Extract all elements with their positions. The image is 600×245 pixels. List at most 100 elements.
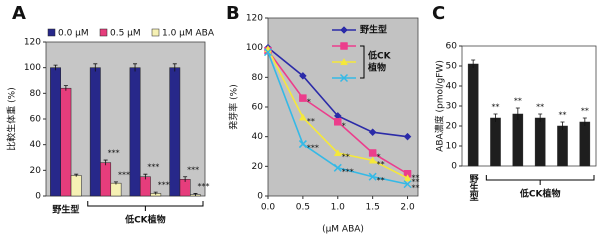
- y-tick-label: 0: [257, 192, 263, 202]
- significance: **: [412, 184, 420, 193]
- legend-bracket: [360, 45, 365, 79]
- marker: [339, 73, 349, 83]
- significance: **: [307, 117, 315, 126]
- legend-group-label: 低CK: [367, 50, 392, 62]
- plot-area: [461, 45, 597, 167]
- significance: ***: [158, 181, 170, 190]
- marker: [368, 156, 377, 164]
- error-bar: [74, 173, 79, 177]
- marker: [340, 26, 348, 34]
- significance: **: [514, 97, 522, 106]
- y-tick-label: 0: [451, 162, 457, 172]
- error-bar: [193, 193, 198, 196]
- marker: [403, 174, 412, 182]
- significance: ***: [342, 167, 354, 176]
- bar: [60, 87, 72, 197]
- bar: [534, 117, 546, 167]
- y-tick-label: 60: [446, 42, 458, 52]
- error-bar: [153, 191, 158, 195]
- legend-swatch: [47, 28, 56, 37]
- significance: ***: [108, 149, 120, 158]
- bar: [467, 63, 479, 167]
- marker: [299, 94, 307, 102]
- x-axis-title: (μM ABA): [322, 225, 364, 235]
- marker: [368, 172, 377, 181]
- x-tick-label: 1.0: [331, 203, 346, 213]
- y-tick-label: 20: [446, 122, 458, 132]
- y-tick-label: 20: [252, 162, 264, 172]
- marker: [298, 140, 307, 149]
- error-bar: [103, 159, 108, 166]
- error-bar: [493, 113, 498, 122]
- bar: [169, 67, 181, 197]
- y-tick-label: 100: [24, 63, 41, 73]
- significance: *: [342, 121, 346, 130]
- significance: *: [377, 152, 381, 161]
- legend-swatch: [99, 28, 108, 37]
- y-tick-label: 50: [446, 62, 458, 72]
- legend-group-label: 植物: [367, 62, 386, 74]
- bar: [139, 176, 151, 197]
- significance: **: [581, 107, 589, 116]
- legend-label: 0.0 μM: [58, 29, 89, 39]
- error-bar: [560, 121, 565, 130]
- marker: [334, 118, 342, 126]
- error-bar: [113, 181, 118, 185]
- bar: [490, 117, 501, 167]
- y-tick-label: 60: [30, 115, 42, 125]
- marker: [403, 132, 412, 141]
- error-bar: [143, 173, 148, 180]
- y-axis-title: 発芽率 (%): [228, 84, 240, 129]
- legend-swatch: [151, 28, 160, 37]
- bar: [512, 113, 524, 167]
- legend-label: 野生型: [360, 24, 387, 36]
- significance: **: [377, 160, 385, 169]
- marker: [403, 180, 412, 189]
- y-tick-label: 120: [246, 14, 263, 24]
- panel-label: B: [226, 3, 240, 24]
- significance: *: [307, 98, 311, 107]
- bar: [89, 67, 101, 197]
- significance: **: [412, 173, 420, 182]
- y-tick-label: 100: [246, 43, 263, 53]
- significance: **: [412, 178, 420, 187]
- significance: **: [342, 152, 350, 161]
- bar: [50, 67, 61, 197]
- y-axis-title: 比較生体重 (%): [6, 87, 18, 150]
- y-tick-label: 60: [252, 103, 264, 113]
- y-tick-label: 40: [252, 132, 264, 142]
- group-label: 低CK植物: [124, 214, 166, 226]
- y-tick-label: 80: [30, 89, 42, 99]
- group-label: 低CK植物: [519, 188, 561, 200]
- error-bar: [63, 85, 68, 91]
- marker: [333, 148, 342, 157]
- marker: [299, 71, 307, 80]
- y-tick-label: 80: [252, 73, 264, 83]
- bar: [579, 121, 591, 167]
- significance: **: [377, 176, 385, 185]
- marker: [403, 170, 412, 178]
- y-tick-label: 40: [446, 82, 458, 92]
- significance: ***: [187, 165, 199, 174]
- marker: [333, 163, 342, 172]
- x-tick-label: 0.0: [261, 203, 276, 213]
- y-tick-label: 10: [446, 142, 458, 152]
- legend-label: 1.0 μM ABA: [162, 29, 215, 39]
- x-tick-label: 2.0: [400, 203, 415, 213]
- significance: ***: [197, 182, 209, 191]
- bar: [129, 67, 141, 197]
- x-tick-label: 野生型: [468, 174, 479, 201]
- bar: [110, 182, 122, 197]
- error-bar: [538, 113, 543, 122]
- marker: [368, 128, 377, 137]
- significance: **: [536, 103, 544, 112]
- x-tick-label: 1.5: [365, 203, 379, 213]
- y-tick-label: 40: [30, 140, 42, 150]
- marker: [368, 149, 377, 157]
- bar: [100, 162, 112, 197]
- marker: [263, 48, 273, 57]
- error-bar: [471, 59, 476, 68]
- significance: ***: [147, 163, 159, 172]
- error-bar: [53, 64, 58, 71]
